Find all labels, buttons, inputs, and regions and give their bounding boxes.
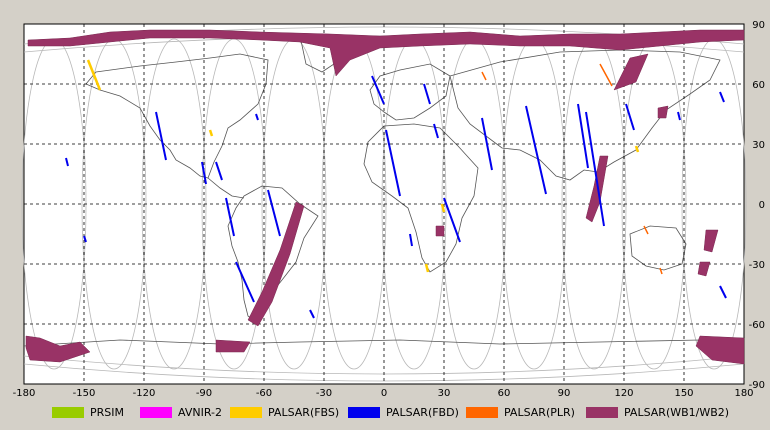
x-tick-label: 150 <box>674 388 693 399</box>
wb-swath-antarctic-east <box>695 335 745 365</box>
europe-outline <box>369 63 451 121</box>
legend-swatch <box>140 406 172 418</box>
wb-swath-new-zealand <box>697 261 711 277</box>
legend-swatch <box>586 406 618 418</box>
x-tick-label: 180 <box>734 388 753 399</box>
legend-item-prsim: PRSIM <box>52 402 124 422</box>
legend-label: PRSIM <box>90 405 124 419</box>
central-america-outline <box>207 177 245 199</box>
wb-swath-southeast-asia <box>585 155 609 223</box>
x-tick-label: 120 <box>614 388 633 399</box>
legend-swatch <box>466 406 498 418</box>
x-tick-label: -150 <box>73 388 96 399</box>
australia-outline <box>629 225 687 271</box>
legend-item-palsar-wb: PALSAR(WB1/WB2) <box>586 402 729 422</box>
wb-swath-japan <box>657 105 669 119</box>
x-tick-label: 30 <box>438 388 451 399</box>
palsar-plr-swaths <box>481 63 663 275</box>
palsar-fbd-swaths <box>65 75 727 319</box>
legend-item-avnir2: AVNIR-2 <box>140 402 222 422</box>
x-tick-label: -30 <box>316 388 332 399</box>
palsar-wb-swaths <box>25 29 745 365</box>
x-tick-label: 90 <box>558 388 571 399</box>
wb-swath-arctic-band <box>27 29 745 77</box>
legend-label: PALSAR(FBD) <box>386 405 459 419</box>
legend-item-palsar-fbs: PALSAR(FBS) <box>230 402 339 422</box>
north-america-outline <box>85 53 269 179</box>
legend-item-palsar-fbd: PALSAR(FBD) <box>348 402 459 422</box>
wb-swath-antarctic-west <box>25 335 91 363</box>
legend-swatch <box>348 406 380 418</box>
legend-label: PALSAR(PLR) <box>504 405 575 419</box>
y-tick-labels: 90 60 30 0 -30 -60 -90 <box>749 20 765 391</box>
y-tick-label: 60 <box>752 80 765 91</box>
x-tick-label: -60 <box>256 388 272 399</box>
asia-outline <box>449 49 721 181</box>
legend-label: PALSAR(FBS) <box>268 405 340 419</box>
y-tick-label: 0 <box>759 200 765 211</box>
y-tick-label: 30 <box>752 140 765 151</box>
wb-swath-south-america <box>247 201 305 327</box>
x-tick-label: 60 <box>498 388 511 399</box>
legend-item-palsar-plr: PALSAR(PLR) <box>466 402 575 422</box>
legend-label: PALSAR(WB1/WB2) <box>624 405 730 419</box>
y-tick-label: -60 <box>749 320 765 331</box>
x-tick-label: 0 <box>381 388 387 399</box>
legend-label: AVNIR-2 <box>178 405 222 419</box>
wb-swath-australia-east <box>703 229 719 253</box>
wb-swath-africa <box>435 225 445 237</box>
x-tick-label: -180 <box>13 388 36 399</box>
y-tick-label: 90 <box>752 20 765 31</box>
y-tick-label: -90 <box>749 380 765 391</box>
x-tick-label: -120 <box>133 388 156 399</box>
legend-swatch <box>230 406 262 418</box>
legend-swatch <box>52 406 84 418</box>
wb-swath-siberia <box>613 53 649 91</box>
wb-swath-antarctic-peninsula <box>215 339 251 353</box>
antarctica-outline <box>23 339 745 347</box>
legend: PRSIM AVNIR-2 PALSAR(FBS) PALSAR(FBD) PA… <box>0 402 770 422</box>
palsar-fbs-swaths <box>86 59 640 273</box>
x-tick-label: -90 <box>196 388 212 399</box>
x-tick-labels: -180 -150 -120 -90 -60 -30 0 30 60 90 12… <box>13 388 754 399</box>
y-tick-label: -30 <box>749 260 765 271</box>
